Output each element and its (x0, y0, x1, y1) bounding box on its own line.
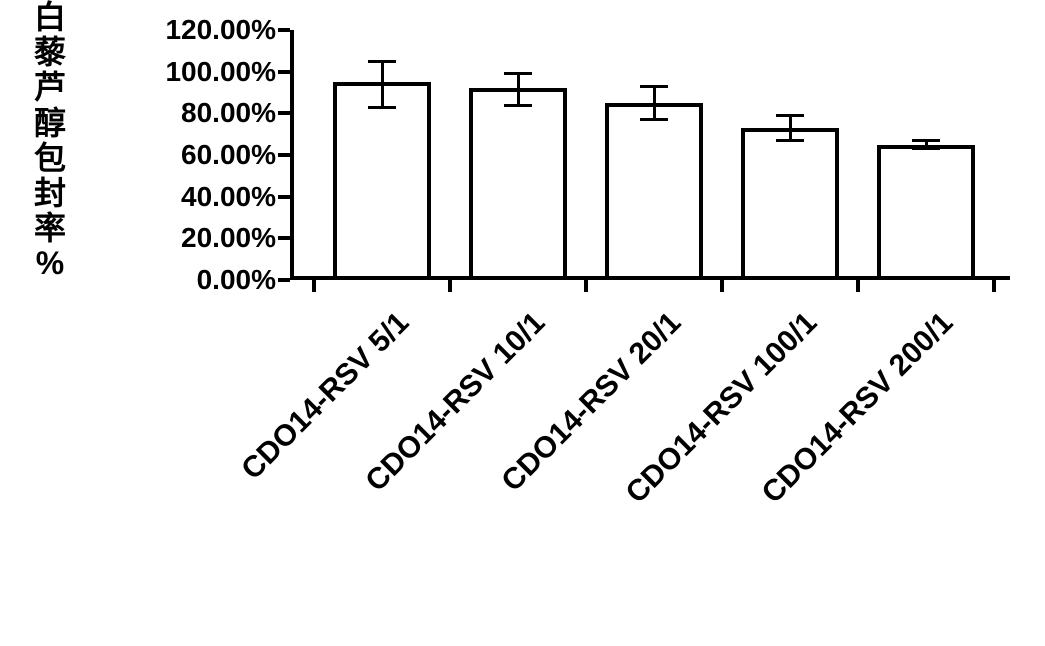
errorbar-cap (504, 104, 532, 107)
y-tick-label: 20.00% (106, 222, 276, 254)
x-tick-label: CDO14-RSV 10/1 (316, 306, 552, 542)
errorbar (381, 61, 384, 107)
y-axis-label-char: 封 (30, 176, 70, 211)
errorbar-cap (912, 147, 940, 150)
x-tick-label: CDO14-RSV 200/1 (724, 306, 960, 542)
x-tick-label: CDO14-RSV 20/1 (452, 306, 688, 542)
x-tick-label: CDO14-RSV 5/1 (180, 306, 416, 542)
y-axis-label-char: % (30, 246, 70, 281)
bar (605, 103, 703, 280)
errorbar-cap (504, 72, 532, 75)
errorbar-cap (368, 106, 396, 109)
errorbar-cap (368, 60, 396, 63)
y-axis-label-char: 藜 (30, 35, 70, 70)
errorbar-cap (912, 139, 940, 142)
y-tick-label: 40.00% (106, 181, 276, 213)
y-axis-label-char: 包 (30, 141, 70, 176)
errorbar-cap (640, 118, 668, 121)
y-tick-label: 80.00% (106, 97, 276, 129)
errorbar-cap (640, 85, 668, 88)
x-tick-label: CDO14-RSV 100/1 (588, 306, 824, 542)
y-tick (278, 195, 290, 199)
y-tick-label: 100.00% (106, 56, 276, 88)
y-tick (278, 28, 290, 32)
bar (877, 145, 975, 280)
y-tick (278, 111, 290, 115)
y-tick (278, 278, 290, 282)
y-tick (278, 70, 290, 74)
errorbar (653, 86, 656, 119)
plot-area (290, 30, 1010, 280)
y-tick (278, 236, 290, 240)
errorbar-cap (776, 114, 804, 117)
y-tick-label: 0.00% (106, 264, 276, 296)
y-axis-label-char: 醇 (30, 106, 70, 141)
y-tick-label: 60.00% (106, 139, 276, 171)
y-axis-label: 白藜芦醇包封率 % (30, 0, 70, 282)
chart-container: 白藜芦醇包封率 % 0.00% 20.00% 40.00% 60.00% 80.00% 1… (0, 0, 1045, 646)
y-tick (278, 153, 290, 157)
errorbar (789, 115, 792, 140)
y-axis-label-char: 白 (30, 0, 70, 35)
y-axis-label-char: 芦 (30, 70, 70, 105)
y-axis-label-char: 率 (30, 211, 70, 246)
bar (333, 82, 431, 280)
bar (469, 88, 567, 280)
errorbar-cap (776, 139, 804, 142)
y-axis (290, 30, 294, 280)
bar (741, 128, 839, 280)
errorbar (517, 74, 520, 105)
y-tick-label: 120.00% (106, 14, 276, 46)
